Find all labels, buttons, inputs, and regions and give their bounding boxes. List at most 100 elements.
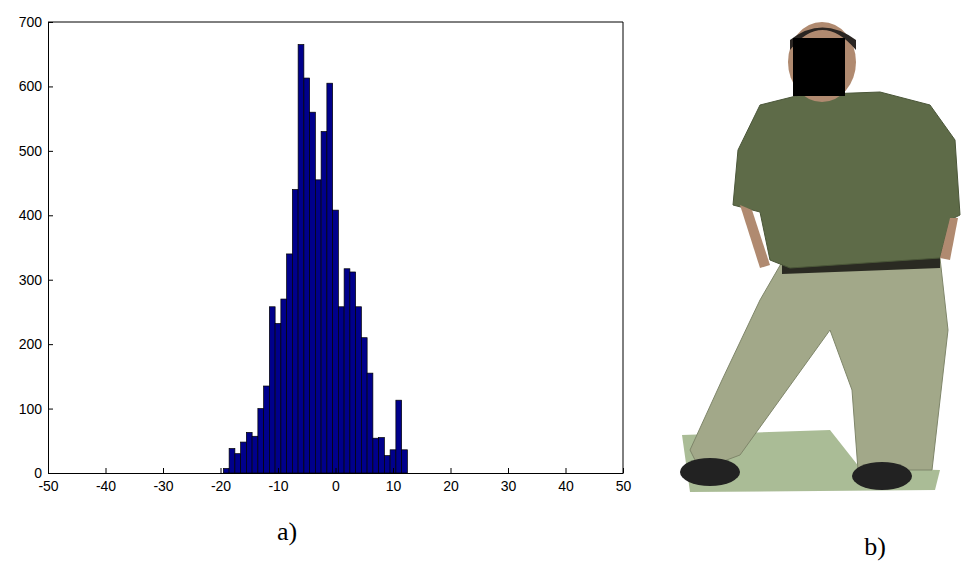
- photo-arm: [940, 218, 958, 260]
- y-tick: 200: [19, 336, 53, 352]
- y-tick-mark: [48, 86, 53, 87]
- y-tick-label: 700: [19, 14, 43, 30]
- x-tick-label: 20: [443, 478, 459, 494]
- histogram-bar: [264, 386, 270, 473]
- x-tick-label: 10: [386, 478, 402, 494]
- histogram-bar: [252, 436, 258, 473]
- histogram-bar: [275, 324, 281, 473]
- histogram-bar: [229, 449, 235, 473]
- histogram-bar: [333, 210, 339, 473]
- canvas: -50-40-30-20-100102030405001002003004005…: [0, 0, 964, 567]
- y-tick-mark: [48, 344, 53, 345]
- y-tick-mark: [48, 409, 53, 410]
- x-tick: 0: [332, 468, 340, 494]
- x-tick: 50: [616, 468, 632, 494]
- y-tick-mark: [48, 151, 53, 152]
- y-tick-mark: [48, 280, 53, 281]
- histogram-bar: [390, 450, 396, 473]
- x-tick-label: 40: [558, 478, 574, 494]
- x-axis-line: [49, 473, 624, 474]
- histogram-bar: [402, 450, 408, 473]
- photo-face-mask: [793, 38, 845, 96]
- histogram-bar: [304, 78, 310, 473]
- x-tick: 30: [501, 468, 517, 494]
- x-tick-label: -30: [153, 478, 173, 494]
- y-tick: 300: [19, 272, 53, 288]
- x-tick-label: -10: [268, 478, 288, 494]
- y-tick-label: 0: [34, 465, 42, 481]
- histogram-bar: [269, 307, 275, 473]
- histogram-bar: [344, 269, 350, 473]
- x-tick: -30: [153, 468, 173, 494]
- histogram-bar: [373, 438, 379, 473]
- photo-head: [788, 22, 856, 102]
- x-tick-mark: [393, 468, 394, 473]
- histogram-bar: [356, 307, 362, 473]
- histogram-bar: [321, 132, 327, 473]
- photo-shirt: [733, 92, 960, 268]
- y-tick-label: 200: [19, 336, 43, 352]
- histogram-bar: [298, 45, 304, 473]
- x-tick: -40: [96, 468, 116, 494]
- histogram-bar: [384, 456, 390, 473]
- y-tick: 700: [19, 14, 53, 30]
- y-tick-label: 300: [19, 272, 43, 288]
- x-tick-mark: [278, 468, 279, 473]
- photo-figure: [680, 22, 960, 492]
- histogram-bar: [292, 190, 298, 473]
- x-axis: -50-40-30-20-1001020304050: [38, 468, 631, 494]
- x-tick-mark: [623, 468, 624, 473]
- x-tick-mark: [106, 468, 107, 473]
- y-tick-label: 400: [19, 207, 43, 223]
- histogram-bar: [223, 468, 229, 473]
- histogram-bar: [367, 373, 373, 473]
- x-tick-label: -40: [96, 478, 116, 494]
- photo-arm: [740, 205, 770, 268]
- bars: [223, 45, 407, 473]
- x-tick-label: 50: [616, 478, 632, 494]
- histogram-bar: [350, 272, 356, 473]
- y-tick: 100: [19, 401, 53, 417]
- y-tick-mark: [48, 22, 53, 23]
- y-tick-label: 500: [19, 143, 43, 159]
- y-axis: 0 100 200 300 400 500 600 700: [19, 14, 53, 481]
- histogram-bar: [310, 112, 316, 473]
- photo-shoe: [852, 462, 912, 490]
- histogram-bar: [246, 432, 252, 473]
- y-tick: 0: [34, 465, 53, 481]
- plot-frame: [48, 22, 623, 473]
- histogram-bar: [361, 338, 367, 473]
- y-tick-mark: [48, 215, 53, 216]
- panel-label: a): [277, 517, 297, 546]
- histogram-bar: [327, 83, 333, 473]
- y-tick: 500: [19, 143, 53, 159]
- x-tick: -20: [211, 468, 231, 494]
- x-tick-label: 0: [332, 478, 340, 494]
- x-tick-label: 30: [501, 478, 517, 494]
- histogram-bar: [241, 442, 247, 473]
- histogram-bar: [315, 180, 321, 473]
- y-axis-line: [48, 23, 49, 474]
- y-tick: 400: [19, 207, 53, 223]
- x-tick-mark: [163, 468, 164, 473]
- x-tick-mark: [508, 468, 509, 473]
- photo-shoe: [680, 458, 740, 486]
- histogram-bar: [338, 307, 344, 473]
- x-tick-mark: [451, 468, 452, 473]
- panel-label: b): [864, 532, 886, 561]
- x-tick: 40: [558, 468, 574, 494]
- histogram-bar: [258, 409, 264, 473]
- x-tick-mark: [336, 468, 337, 473]
- histogram-bar: [379, 438, 385, 473]
- x-tick-mark: [566, 468, 567, 473]
- x-tick-mark: [221, 468, 222, 473]
- x-tick: 20: [443, 468, 459, 494]
- x-tick: 10: [386, 468, 402, 494]
- x-tick: -10: [268, 468, 288, 494]
- x-tick-label: -20: [211, 478, 231, 494]
- y-tick-label: 600: [19, 78, 43, 94]
- photo-pants: [690, 258, 948, 470]
- histogram-bar: [235, 454, 241, 473]
- histogram-bar: [396, 400, 402, 473]
- plot-area: [48, 22, 623, 473]
